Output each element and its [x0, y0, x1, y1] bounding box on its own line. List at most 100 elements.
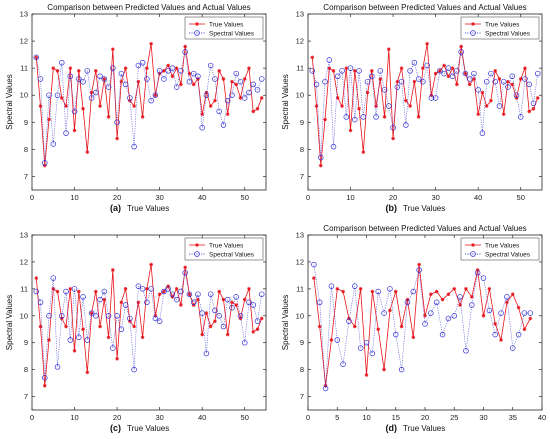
spectral-value-point [63, 130, 69, 136]
true-values-line [35, 43, 263, 166]
true-value-point [230, 79, 234, 84]
legend-entry-true-values: True Values [189, 243, 244, 250]
spectral-value-point [186, 291, 193, 297]
true-value-point [111, 268, 115, 272]
spectral-values-line [36, 272, 262, 378]
true-value-point [242, 297, 247, 302]
x-tick-label: 50 [241, 413, 249, 422]
spectral-value-point [144, 299, 150, 306]
true-value-point [382, 367, 386, 372]
chart-title: Comparison between Predicted Values and … [323, 224, 526, 233]
legend-label: Spectral Values [485, 252, 531, 259]
spectral-value-point [334, 337, 341, 343]
spectral-value-point [190, 70, 197, 77]
spectral-value-point [250, 81, 256, 88]
x-axis-label: True Values [127, 424, 169, 433]
spectral-value-point [207, 62, 214, 69]
true-value-point [153, 93, 158, 98]
spectral-value-point [105, 84, 112, 90]
spectral-value-point [451, 313, 458, 319]
panel-label: (c) [110, 423, 121, 433]
spectral-value-point [415, 76, 422, 82]
spectral-value-point [190, 299, 197, 306]
y-tick-label: 12 [296, 37, 304, 46]
spectral-value-point [530, 100, 537, 107]
spectral-value-point [93, 89, 99, 96]
spectral-value-point [318, 154, 324, 161]
spectral-value-point [313, 81, 320, 88]
spectral-value-point [352, 116, 358, 123]
true-value-point [106, 115, 111, 119]
y-tick-label: 13 [296, 10, 304, 19]
true-value-point [77, 289, 81, 294]
x-tick-label: 20 [421, 413, 429, 422]
spectral-value-point [76, 334, 82, 341]
true-value-point [510, 82, 515, 87]
series-spectral-values [33, 49, 265, 166]
true-value-point [434, 289, 439, 294]
spectral-value-point [422, 321, 428, 327]
panel-label: (a) [110, 203, 121, 213]
spectral-value-point [309, 68, 316, 74]
spectral-value-point [407, 68, 413, 74]
true-value-point [499, 338, 503, 342]
spectral-value-point [483, 78, 490, 85]
x-tick-label: 35 [509, 413, 517, 422]
chart-panel-3: 7 8 9 10 11 12 13 0 10 20 30 40 50 Spectral Values (c)… [5, 231, 267, 433]
spectral-value-point [526, 81, 532, 88]
true-value-point [59, 96, 64, 100]
true-value-point [489, 98, 493, 103]
true-value-point [106, 335, 111, 340]
spectral-value-point [373, 114, 379, 120]
spectral-value-point [475, 87, 481, 93]
spectral-value-point [386, 103, 392, 109]
spectral-value-point [340, 361, 346, 367]
spectral-value-point [207, 291, 214, 297]
spectral-value-point [114, 313, 120, 319]
x-tick-label: 0 [306, 193, 310, 202]
true-value-point [47, 338, 51, 342]
spectral-value-point [437, 68, 443, 74]
y-tick-label: 11 [296, 64, 304, 73]
true-value-point [170, 74, 175, 79]
legend-entry-spectral-values: Spectral Values [189, 30, 255, 38]
spectral-value-point [510, 345, 516, 351]
spectral-value-point [67, 337, 74, 343]
true-value-point [81, 106, 85, 111]
true-value-point [467, 82, 472, 87]
spectral-value-point [203, 92, 210, 98]
true-value-point [64, 324, 68, 329]
spectral-value-point [258, 76, 265, 82]
x-tick-label: 40 [538, 413, 546, 422]
spectral-value-point [152, 315, 159, 322]
spectral-value-point [127, 315, 133, 322]
true-value-point [411, 335, 416, 340]
series-true-values [34, 41, 264, 168]
spectral-value-point [97, 73, 103, 80]
true-value-point [484, 104, 489, 108]
true-value-point [452, 287, 457, 291]
spectral-value-point [381, 87, 388, 93]
x-tick-label: 20 [113, 193, 121, 202]
spectral-value-point [199, 310, 205, 316]
legend-label: True Values [485, 22, 520, 29]
x-tick-label: 30 [431, 193, 439, 202]
true-value-point [132, 104, 136, 108]
spectral-value-point [46, 313, 52, 319]
true-value-point [94, 69, 98, 73]
spectral-value-point [37, 299, 44, 306]
spectral-value-point [246, 299, 252, 306]
spectral-value-point [246, 89, 252, 96]
spectral-value-point [410, 288, 417, 295]
spectral-value-point [212, 307, 218, 314]
true-value-point [149, 41, 153, 46]
true-value-point [459, 44, 463, 49]
spectral-value-point [42, 160, 48, 166]
spectral-value-point [492, 78, 498, 85]
series-spectral-values [33, 269, 265, 381]
x-tick-label: 10 [362, 413, 370, 422]
spectral-value-point [254, 87, 261, 93]
spectral-value-point [326, 57, 333, 63]
true-value-point [388, 308, 392, 313]
true-value-point [115, 136, 119, 141]
